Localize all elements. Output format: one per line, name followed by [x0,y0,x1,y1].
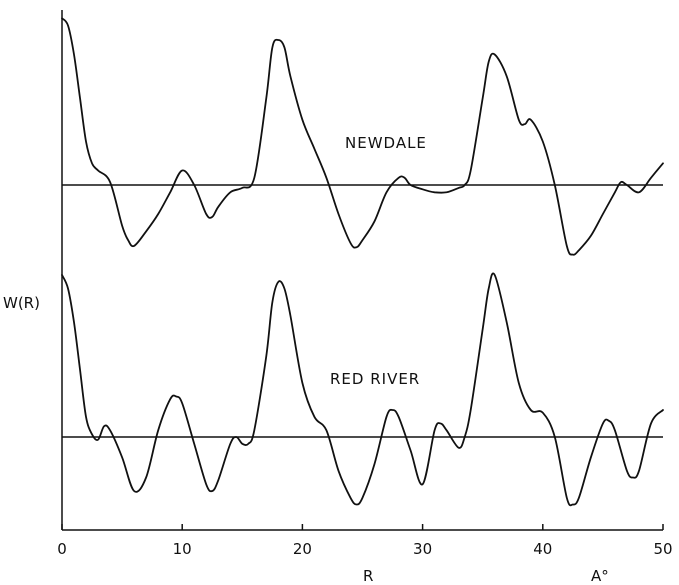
chart-panels: NEWDALE RED RIVER [61,17,664,507]
x-tick-labels: 0 10 20 30 40 50 [57,524,673,558]
series-line [61,272,664,507]
x-tick-label: 50 [653,540,672,558]
x-tick-label: 30 [413,540,432,558]
x-tick-label: 10 [173,540,192,558]
x-tick-label: 20 [293,540,312,558]
series-label: RED RIVER [330,370,420,388]
x-tick-label: 40 [533,540,552,558]
series-line [61,17,664,256]
series-label: NEWDALE [345,134,427,152]
x-axis-unit: A° [591,567,609,585]
panel-red-river: RED RIVER [61,272,664,507]
x-axis-label: R [363,567,373,585]
panel-newdale: NEWDALE [61,17,664,256]
y-axis-label: W(R) [3,294,40,312]
chart-axes [61,10,663,531]
x-tick-label: 0 [57,540,67,558]
